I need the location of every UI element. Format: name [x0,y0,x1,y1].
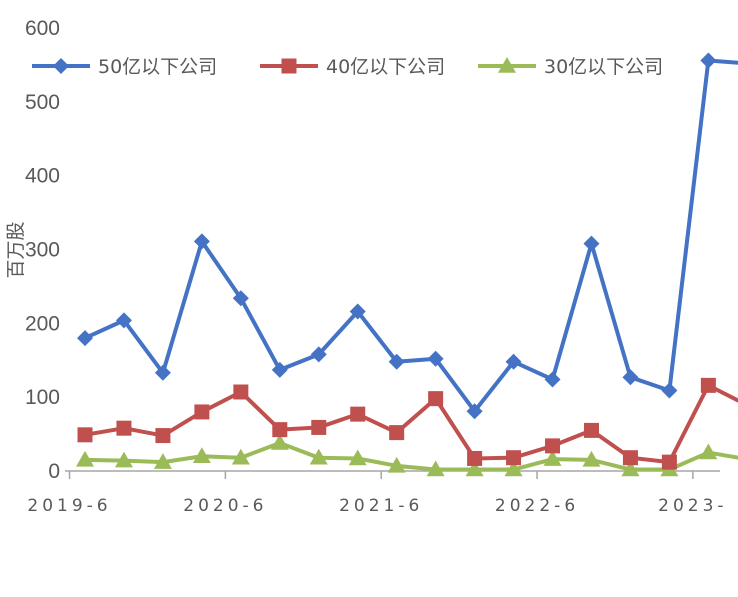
y-tick-label: 100 [25,386,60,409]
x-tick-label: 2019-6 [27,496,111,516]
y-tick-label: 0 [48,460,60,483]
legend-item: 40亿以下公司 [260,56,445,78]
data-point [661,454,677,470]
data-point [426,460,445,477]
data-point [387,456,406,473]
legend-label: 40亿以下公司 [326,56,445,78]
data-point [155,428,171,444]
data-point [621,460,640,477]
data-point [311,419,327,435]
data-point [350,406,366,422]
data-point [428,391,444,407]
x-axis-ticks: 2019-6 2020-6 2021-6 2022-6 2023- [27,471,727,516]
series-line [84,440,738,472]
data-point [349,303,366,320]
data-point [544,371,561,388]
data-point [348,449,367,466]
data-point [427,350,444,367]
data-point [232,290,249,307]
data-point [583,422,599,438]
data-point [545,438,561,454]
data-point [465,460,484,477]
data-point [114,451,133,468]
data-point [310,346,327,363]
legend-marker [281,58,297,74]
legend-item: 30亿以下公司 [478,56,663,78]
data-point [153,453,172,469]
data-point [699,443,718,460]
data-point [272,422,288,438]
x-tick-label: 2021-6 [339,496,423,516]
data-point [192,447,211,463]
legend-label: 30亿以下公司 [544,56,663,78]
y-axis-label: 百万股 [5,221,27,278]
x-tick-label: 2023- [658,496,727,516]
legend-marker [498,57,516,73]
data-point [543,450,562,466]
data-point [194,404,210,420]
data-point [231,448,250,465]
data-point [309,448,328,465]
data-point [622,450,638,466]
data-point [583,235,600,252]
data-point [389,425,405,441]
data-point [77,427,93,443]
y-tick-label: 400 [25,165,60,188]
y-axis-ticks: 0 100 200 300 400 500 600 [25,17,60,483]
data-point [76,450,94,467]
data-point [388,353,405,370]
x-tick-label: 2020-6 [183,496,267,516]
y-tick-label: 600 [25,17,60,40]
data-point [233,384,249,400]
legend-item: 50亿以下公司 [32,56,217,78]
data-point [505,353,522,370]
series-layer [76,52,738,477]
data-point [271,361,288,378]
data-point [467,450,483,466]
data-point [661,382,678,399]
data-point [270,433,289,450]
data-point [466,403,483,420]
series-line [84,58,738,414]
series-1 [77,52,738,420]
series-2 [77,377,738,470]
data-point [77,330,93,347]
x-tick-label: 2022-6 [495,496,579,516]
data-point [116,420,132,436]
data-point [504,460,523,477]
data-point [193,233,210,250]
y-tick-label: 500 [25,91,60,114]
legend-label: 50亿以下公司 [98,56,217,78]
y-tick-label: 300 [25,239,60,262]
series-line [84,383,738,465]
data-point [700,52,717,69]
data-point [154,364,171,381]
series-3 [76,433,738,477]
data-point [115,312,132,329]
data-point [506,450,522,466]
y-tick-label: 200 [25,312,60,335]
legend: 50亿以下公司 40亿以下公司 30亿以下公司 [32,56,663,78]
data-point [622,369,639,386]
legend-marker [53,58,69,74]
data-point [582,450,601,467]
data-point [700,377,716,393]
